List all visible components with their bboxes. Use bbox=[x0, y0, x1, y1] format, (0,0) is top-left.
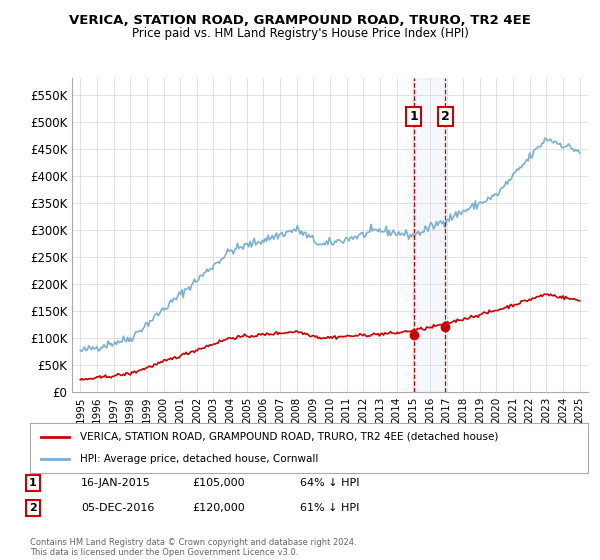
Text: 05-DEC-2016: 05-DEC-2016 bbox=[81, 503, 154, 513]
Text: HPI: Average price, detached house, Cornwall: HPI: Average price, detached house, Corn… bbox=[80, 454, 319, 464]
Text: VERICA, STATION ROAD, GRAMPOUND ROAD, TRURO, TR2 4EE (detached house): VERICA, STATION ROAD, GRAMPOUND ROAD, TR… bbox=[80, 432, 499, 442]
Text: Contains HM Land Registry data © Crown copyright and database right 2024.
This d: Contains HM Land Registry data © Crown c… bbox=[30, 538, 356, 557]
Text: VERICA, STATION ROAD, GRAMPOUND ROAD, TRURO, TR2 4EE: VERICA, STATION ROAD, GRAMPOUND ROAD, TR… bbox=[69, 14, 531, 27]
Text: £105,000: £105,000 bbox=[192, 478, 245, 488]
Text: 64% ↓ HPI: 64% ↓ HPI bbox=[300, 478, 359, 488]
Text: Price paid vs. HM Land Registry's House Price Index (HPI): Price paid vs. HM Land Registry's House … bbox=[131, 27, 469, 40]
Text: 1: 1 bbox=[410, 110, 418, 123]
Bar bbox=[414, 78, 445, 392]
Text: 2: 2 bbox=[441, 110, 449, 123]
Text: 61% ↓ HPI: 61% ↓ HPI bbox=[300, 503, 359, 513]
Text: £120,000: £120,000 bbox=[192, 503, 245, 513]
Text: 2: 2 bbox=[29, 503, 37, 513]
Text: 16-JAN-2015: 16-JAN-2015 bbox=[81, 478, 151, 488]
Text: 1: 1 bbox=[29, 478, 37, 488]
